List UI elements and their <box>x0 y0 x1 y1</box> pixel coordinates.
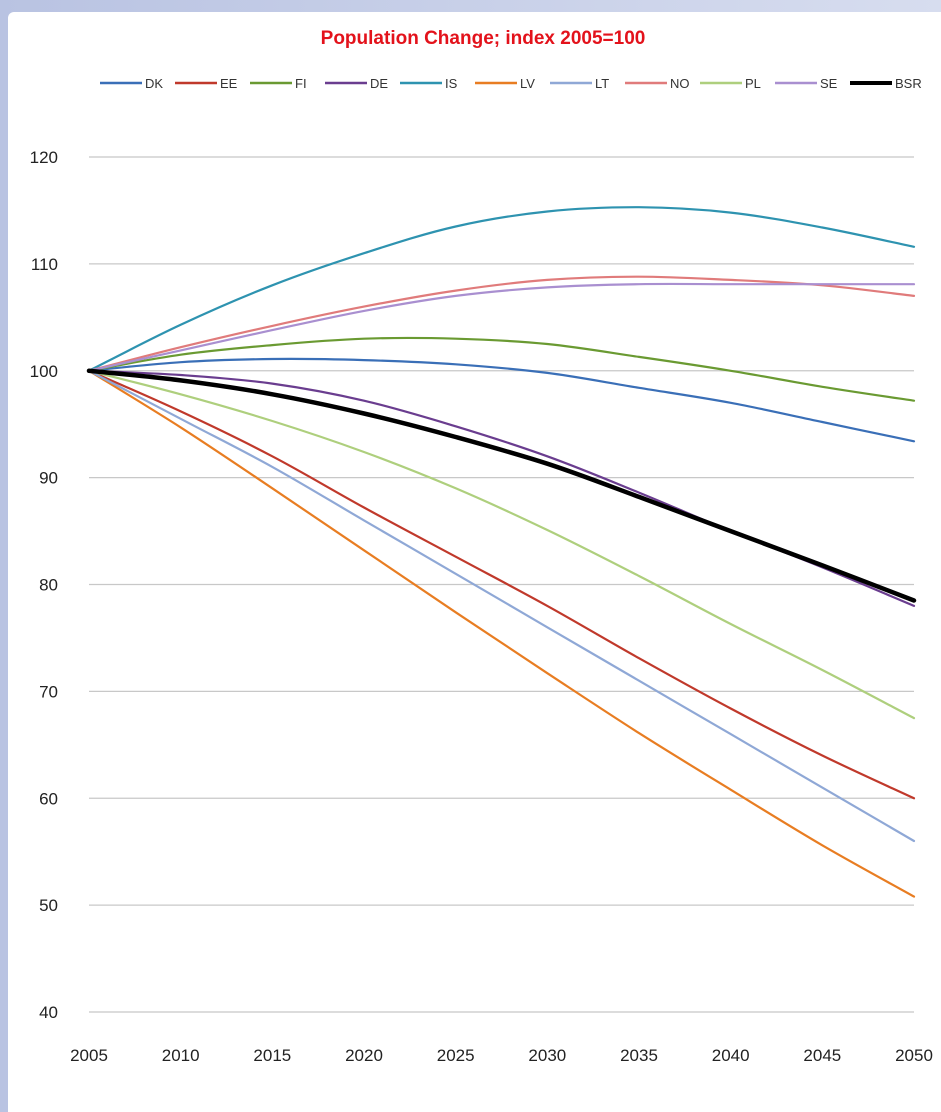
legend-label-lt: LT <box>595 76 609 91</box>
series-lines <box>86 206 917 898</box>
y-tick-label: 70 <box>39 682 58 701</box>
x-tick-label: 2030 <box>528 1046 566 1065</box>
x-tick-label: 2050 <box>895 1046 933 1065</box>
y-tick-label: 50 <box>39 896 58 915</box>
series-line-lt <box>87 369 916 843</box>
y-tick-label: 80 <box>39 576 58 595</box>
legend-label-lv: LV <box>520 76 535 91</box>
y-tick-label: 90 <box>39 469 58 488</box>
x-tick-label: 2045 <box>803 1046 841 1065</box>
chart-title: Population Change; index 2005=100 <box>321 28 646 49</box>
series-line-is <box>87 206 916 372</box>
x-tick-label: 2010 <box>162 1046 200 1065</box>
x-axis-ticks: 2005 2010 2015 2020 2025 2030 2035 2040 2045 2050 <box>70 1046 933 1065</box>
series-line-ee <box>87 369 916 800</box>
legend-label-is: IS <box>445 76 458 91</box>
x-tick-label: 2015 <box>253 1046 291 1065</box>
series-line-bsr <box>86 368 917 603</box>
series-line-no <box>87 275 916 372</box>
gridlines <box>89 156 914 1013</box>
chart-panel <box>8 12 941 1112</box>
series-line-pl <box>87 369 916 720</box>
legend-label-bsr: BSR <box>895 76 922 91</box>
y-tick-label: 120 <box>30 148 58 167</box>
y-tick-label: 100 <box>30 362 58 381</box>
x-tick-label: 2025 <box>437 1046 475 1065</box>
legend-label-dk: DK <box>145 76 163 91</box>
legend-label-de: DE <box>370 76 388 91</box>
legend-label-pl: PL <box>745 76 761 91</box>
series-line-fi <box>87 336 916 402</box>
x-tick-label: 2005 <box>70 1046 108 1065</box>
y-tick-label: 110 <box>31 255 58 274</box>
x-tick-label: 2035 <box>620 1046 658 1065</box>
legend-label-no: NO <box>670 76 690 91</box>
legend-label-ee: EE <box>220 76 238 91</box>
series-line-de <box>87 369 916 607</box>
legend: DK EE FI DE IS LV LT NO PL SE BSR <box>100 76 922 91</box>
y-tick-label: 40 <box>39 1003 58 1022</box>
series-line-dk <box>87 357 916 443</box>
legend-label-fi: FI <box>295 76 307 91</box>
series-line-se <box>87 282 916 372</box>
x-tick-label: 2020 <box>345 1046 383 1065</box>
series-line-lv <box>87 369 916 898</box>
legend-label-se: SE <box>820 76 838 91</box>
y-axis-ticks: 40 50 60 70 80 90 100 110 120 <box>30 148 58 1022</box>
y-tick-label: 60 <box>39 789 58 808</box>
x-tick-label: 2040 <box>712 1046 750 1065</box>
